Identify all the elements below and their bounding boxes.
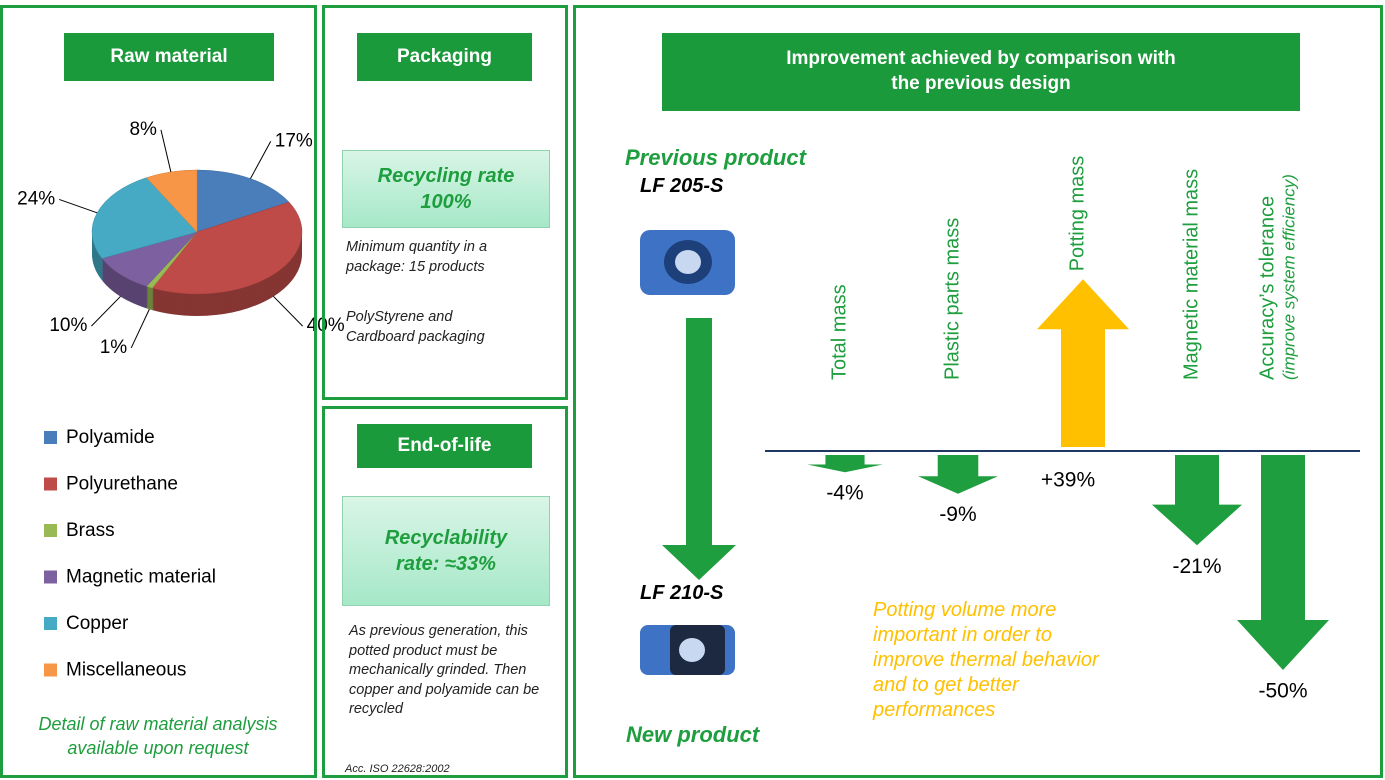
end-of-life-title: End-of-life	[357, 424, 532, 468]
packaging-title: Packaging	[357, 33, 532, 81]
previous-model: LF 205-S	[640, 175, 723, 198]
raw-material-note: Detail of raw material analysis availabl…	[18, 712, 298, 761]
new-label: New product	[626, 722, 759, 748]
recyclability-rate: Recyclability rate: ≈33%	[342, 496, 550, 606]
footnote: Acc. ISO 22628:2002	[345, 762, 450, 777]
raw-material-panel	[0, 5, 317, 778]
page: 17%Polyamide40%Polyurethane1%Brass10%Mag…	[0, 0, 1385, 780]
new-model: LF 210-S	[640, 582, 723, 605]
potting-note: Potting volume more important in order t…	[873, 598, 1113, 723]
end-of-life-text: As previous generation, this potted prod…	[349, 622, 549, 720]
raw-material-title: Raw material	[64, 33, 274, 81]
previous-label: Previous product	[625, 145, 806, 171]
comparison-title: Improvement achieved by comparison with …	[662, 33, 1300, 111]
recycling-rate: Recycling rate 100%	[342, 150, 550, 228]
packaging-quantity: Minimum quantity in a package: 15 produc…	[346, 238, 531, 277]
packaging-material: PolyStyrene and Cardboard packaging	[346, 308, 516, 347]
